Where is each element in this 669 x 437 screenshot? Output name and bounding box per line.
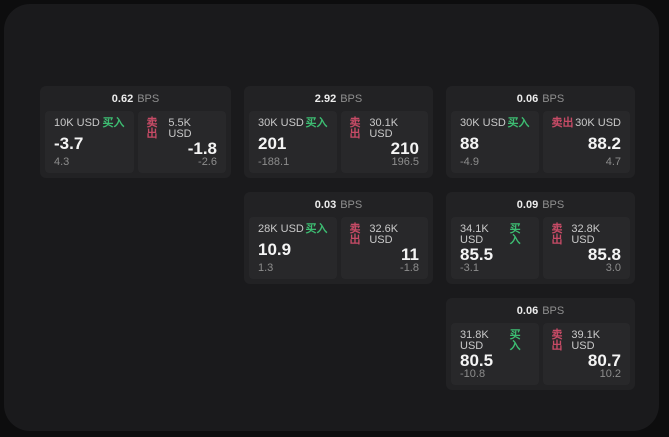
sell-delta-value: 4.7: [605, 156, 621, 168]
quote-card[interactable]: 0.03 BPS 28K USD 买入 10.9 1.3 卖出 32.6K US…: [244, 192, 433, 284]
sell-size-label: 30.1K USD: [369, 117, 399, 140]
quote-sides: 10K USD 买入 -3.7 4.3 卖出 5.5K USD -1.8 -2.…: [45, 111, 226, 173]
sell-tile[interactable]: 卖出 30K USD 88.2 4.7: [542, 111, 630, 173]
sell-size-label: 5.5K USD: [168, 117, 192, 140]
buy-delta-value: 1.3: [258, 262, 274, 274]
card-header: 0.03 BPS: [244, 192, 433, 217]
card-header: 0.06 BPS: [446, 298, 635, 323]
buy-tile[interactable]: 30K USD 买入 201 -188.1: [249, 111, 337, 173]
buy-tile[interactable]: 28K USD 买入 10.9 1.3: [249, 217, 337, 279]
sell-side-label: 卖出: [551, 117, 574, 129]
sell-delta-value: -1.8: [400, 262, 419, 274]
buy-size-label: 28K USD: [258, 223, 304, 235]
bps-unit-label: BPS: [340, 198, 363, 211]
sell-size-label: 32.6K USD: [369, 223, 399, 246]
spread-bps-value: 0.62: [111, 92, 134, 105]
buy-tile[interactable]: 10K USD 买入 -3.7 4.3: [45, 111, 134, 173]
buy-delta-value: 4.3: [54, 156, 70, 168]
sell-size-label: 32.8K USD: [571, 223, 601, 246]
quote-card[interactable]: 0.09 BPS 34.1K USD 买入 85.5 -3.1 卖出 32.8K…: [446, 192, 635, 284]
sell-tile[interactable]: 卖出 39.1K USD 80.7 10.2: [542, 323, 630, 385]
sell-delta-value: 10.2: [599, 368, 621, 380]
sell-price-value: 210: [390, 139, 419, 158]
buy-size-label: 30K USD: [258, 117, 304, 129]
quote-sides: 31.8K USD 买入 80.5 -10.8 卖出 39.1K USD 80.…: [451, 323, 630, 385]
quote-sides: 28K USD 买入 10.9 1.3 卖出 32.6K USD 11 -1.8: [249, 217, 428, 279]
buy-side-label: 买入: [509, 329, 521, 352]
quote-sides: 34.1K USD 买入 85.5 -3.1 卖出 32.8K USD 85.8…: [451, 217, 630, 279]
buy-tile[interactable]: 30K USD 买入 88 -4.9: [451, 111, 539, 173]
buy-side-label: 买入: [305, 117, 328, 129]
sell-tile[interactable]: 卖出 32.6K USD 11 -1.8: [340, 217, 428, 279]
buy-price-value: -3.7: [54, 133, 84, 153]
spread-bps-value: 0.06: [516, 304, 539, 317]
sell-price-value: 80.7: [587, 351, 621, 370]
buy-side-label: 买入: [102, 117, 125, 129]
sell-tile[interactable]: 卖出 30.1K USD 210 196.5: [340, 111, 428, 173]
sell-price-value: 11: [401, 245, 419, 264]
buy-side-label: 买入: [507, 117, 530, 129]
sell-delta-value: 196.5: [391, 156, 419, 168]
spread-bps-value: 0.06: [516, 92, 539, 105]
card-header: 0.06 BPS: [446, 86, 635, 111]
buy-tile[interactable]: 31.8K USD 买入 80.5 -10.8: [451, 323, 539, 385]
card-header: 0.62 BPS: [40, 86, 231, 111]
sell-side-label: 卖出: [146, 117, 158, 140]
sell-delta-value: -2.6: [198, 156, 217, 168]
quote-card[interactable]: 0.06 BPS 30K USD 买入 88 -4.9 卖出 30K USD 8…: [446, 86, 635, 178]
card-header: 0.09 BPS: [446, 192, 635, 217]
sell-side-label: 卖出: [551, 329, 563, 352]
buy-tile[interactable]: 34.1K USD 买入 85.5 -3.1: [451, 217, 539, 279]
buy-side-label: 买入: [305, 223, 328, 235]
sell-side-label: 卖出: [349, 223, 361, 246]
buy-price-value: 10.9: [258, 239, 292, 259]
spread-bps-value: 2.92: [314, 92, 337, 105]
buy-size-label: 34.1K USD: [460, 223, 489, 246]
quote-card[interactable]: 2.92 BPS 30K USD 买入 201 -188.1 卖出 30.1K …: [244, 86, 433, 178]
sell-price-value: 88.2: [587, 133, 621, 153]
buy-price-value: 201: [258, 133, 287, 153]
sell-delta-value: 3.0: [605, 262, 621, 274]
quote-card[interactable]: 0.06 BPS 31.8K USD 买入 80.5 -10.8 卖出 39.1…: [446, 298, 635, 390]
buy-size-label: 10K USD: [54, 117, 100, 129]
quote-cards-grid: 0.62 BPS 10K USD 买入 -3.7 4.3 卖出 5.5K USD…: [40, 86, 635, 390]
buy-price-value: 80.5: [460, 351, 494, 370]
bps-unit-label: BPS: [542, 304, 565, 317]
bps-unit-label: BPS: [340, 92, 363, 105]
sell-tile[interactable]: 卖出 32.8K USD 85.8 3.0: [542, 217, 630, 279]
bps-unit-label: BPS: [542, 92, 565, 105]
buy-delta-value: -10.8: [460, 368, 486, 380]
sell-side-label: 卖出: [349, 117, 361, 140]
sell-price-value: 85.8: [587, 245, 621, 264]
buy-size-label: 31.8K USD: [460, 329, 489, 352]
quote-sides: 30K USD 买入 88 -4.9 卖出 30K USD 88.2 4.7: [451, 111, 630, 173]
buy-side-label: 买入: [509, 223, 521, 246]
spread-bps-value: 0.09: [516, 198, 539, 211]
quote-sides: 30K USD 买入 201 -188.1 卖出 30.1K USD 210 1…: [249, 111, 428, 173]
buy-delta-value: -3.1: [460, 262, 479, 274]
sell-tile[interactable]: 卖出 5.5K USD -1.8 -2.6: [137, 111, 226, 173]
buy-size-label: 30K USD: [460, 117, 506, 129]
quote-card[interactable]: 0.62 BPS 10K USD 买入 -3.7 4.3 卖出 5.5K USD…: [40, 86, 231, 178]
buy-delta-value: -188.1: [258, 156, 290, 168]
spread-bps-value: 0.03: [314, 198, 337, 211]
buy-price-value: 85.5: [460, 245, 494, 264]
sell-price-value: -1.8: [187, 139, 217, 158]
buy-delta-value: -4.9: [460, 156, 479, 168]
card-header: 2.92 BPS: [244, 86, 433, 111]
bps-unit-label: BPS: [542, 198, 565, 211]
sell-size-label: 30K USD: [575, 117, 621, 129]
main-panel: 0.62 BPS 10K USD 买入 -3.7 4.3 卖出 5.5K USD…: [4, 4, 659, 431]
sell-side-label: 卖出: [551, 223, 563, 246]
bps-unit-label: BPS: [137, 92, 160, 105]
buy-price-value: 88: [460, 133, 479, 153]
sell-size-label: 39.1K USD: [571, 329, 601, 352]
